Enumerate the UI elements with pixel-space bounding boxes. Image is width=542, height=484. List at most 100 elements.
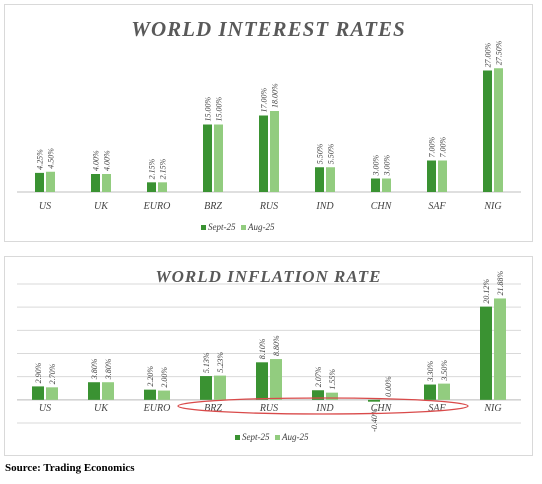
interest-category-label: BRZ (204, 201, 222, 212)
interest-data-label: 15.00% (215, 97, 224, 122)
interest-bar-sept (147, 182, 156, 192)
inflation-data-label: -0.40% (370, 408, 379, 432)
interest-bar-aug (270, 111, 279, 192)
interest-chart-title: WORLD INTEREST RATES (131, 17, 406, 41)
inflation-bar-aug (494, 298, 506, 400)
inflation-category-label: CHN (371, 403, 393, 414)
inflation-chart-svg: 2.90% 2.70% US 3.80% 3.80% UK 2.20% 2.00% EURO 5.… (17, 270, 521, 442)
inflation-legend-label-sept: Sept-25 (242, 432, 270, 442)
interest-data-label: 4.50% (47, 148, 56, 169)
inflation-data-label: 1.55% (328, 369, 337, 390)
interest-bar-sept (91, 174, 100, 192)
inflation-legend-label-aug: Aug-25 (281, 432, 309, 442)
inflation-bar-sept (480, 306, 492, 400)
interest-bar-aug (158, 182, 167, 192)
interest-bar-sept (203, 124, 212, 192)
inflation-bar-aug (438, 383, 450, 400)
inflation-data-label: 8.10% (258, 338, 267, 359)
interest-category-label: SAF (428, 201, 446, 212)
inflation-data-label: 2.90% (34, 362, 43, 383)
source-note: Source: Trading Economics (5, 462, 135, 474)
interest-bar-aug (214, 124, 223, 192)
inflation-bar-sept (144, 389, 156, 400)
interest-data-label: 27.00% (484, 43, 493, 68)
inflation-bar-sept (256, 362, 268, 400)
inflation-data-label: 2.00% (160, 367, 169, 388)
interest-data-label: 18.00% (271, 83, 280, 108)
inflation-category-label: BRZ (204, 403, 222, 414)
inflation-data-label: 3.80% (90, 358, 99, 380)
interest-data-label: 27.50% (495, 40, 504, 65)
interest-bar-sept (483, 70, 492, 192)
inflation-category-label: EURO (143, 403, 171, 414)
inflation-data-label: 3.50% (440, 360, 449, 382)
inflation-bar-sept (200, 376, 212, 400)
interest-data-label: 5.50% (316, 143, 325, 164)
inflation-category-label: SAF (428, 403, 446, 414)
interest-data-label: 15.00% (204, 97, 213, 122)
interest-category-label: NIG (483, 201, 501, 212)
interest-data-label: 7.00% (428, 137, 437, 158)
inflation-legend-swatch-sept (235, 435, 240, 440)
inflation-data-label: 21.88% (496, 270, 505, 295)
inflation-category-label: US (39, 403, 51, 414)
inflation-bar-aug (46, 387, 58, 400)
inflation-bar-sept (312, 390, 324, 400)
interest-data-label: 5.50% (327, 143, 336, 164)
interest-category-label: RUS (259, 201, 278, 212)
interest-category-label: IND (315, 201, 334, 212)
inflation-legend-swatch-aug (275, 435, 280, 440)
interest-bar-aug (382, 178, 391, 192)
interest-data-label: 4.00% (103, 150, 112, 171)
interest-data-label: 7.00% (439, 137, 448, 158)
interest-bar-aug (102, 174, 111, 192)
interest-bar-sept (427, 160, 436, 192)
inflation-data-label: 3.30% (426, 361, 435, 383)
inflation-bar-sept (88, 382, 100, 400)
interest-bar-sept (371, 178, 380, 192)
inflation-category-label: RUS (259, 403, 278, 414)
interest-category-label: US (39, 201, 51, 212)
inflation-data-label: 2.07% (314, 366, 323, 387)
inflation-bar-aug (102, 382, 114, 400)
inflation-chart-title: WORLD INFLATION RATE (155, 267, 382, 286)
inflation-bar-aug (214, 375, 226, 400)
interest-data-label: 3.00% (372, 155, 381, 177)
inflation-bar-sept (424, 384, 436, 400)
inflation-bar-aug (158, 390, 170, 400)
interest-data-label: 4.25% (36, 149, 45, 170)
interest-legend-swatch-aug (241, 225, 246, 230)
inflation-data-label: 3.80% (104, 358, 113, 380)
inflation-bar-sept (32, 386, 44, 400)
interest-legend-label-sept: Sept-25 (208, 222, 236, 232)
interest-legend-swatch-sept (201, 225, 206, 230)
inflation-data-label: 0.00% (384, 376, 393, 397)
inflation-category-label: IND (315, 403, 334, 414)
interest-data-label: 3.00% (383, 155, 392, 177)
interest-category-label: CHN (371, 201, 393, 212)
interest-chart-svg: 4.25% 4.50% US 4.00% 4.00% UK 2.15% 2.15% EURO 15… (17, 40, 521, 232)
inflation-data-label: 5.23% (216, 352, 225, 373)
inflation-bar-sept (368, 399, 380, 402)
interest-category-label: EURO (143, 201, 171, 212)
highlight-ellipse (177, 397, 469, 415)
interest-category-label: UK (94, 201, 109, 212)
inflation-category-label: UK (94, 403, 109, 414)
inflation-data-label: 20.12% (482, 279, 491, 304)
inflation-data-label: 8.80% (272, 335, 281, 356)
interest-bar-sept (35, 172, 44, 192)
interest-data-label: 17.00% (260, 88, 269, 113)
interest-data-label: 4.00% (92, 150, 101, 171)
interest-data-label: 2.15% (148, 158, 157, 179)
interest-bar-aug (494, 68, 503, 192)
interest-bar-aug (438, 160, 447, 192)
interest-legend-label-aug: Aug-25 (247, 222, 275, 232)
inflation-rate-chart: WORLD INFLATION RATE 2.90% 2.70% US 3.80% 3.… (4, 256, 533, 456)
interest-rates-chart: WORLD INTEREST RATES 4.25% 4.50% US 4.00% 4.… (4, 4, 533, 242)
interest-bar-sept (315, 167, 324, 192)
interest-bar-aug (46, 171, 55, 192)
inflation-data-label: 2.20% (146, 366, 155, 387)
interest-data-label: 2.15% (159, 158, 168, 179)
inflation-category-label: NIG (483, 403, 501, 414)
inflation-data-label: 5.13% (202, 352, 211, 373)
